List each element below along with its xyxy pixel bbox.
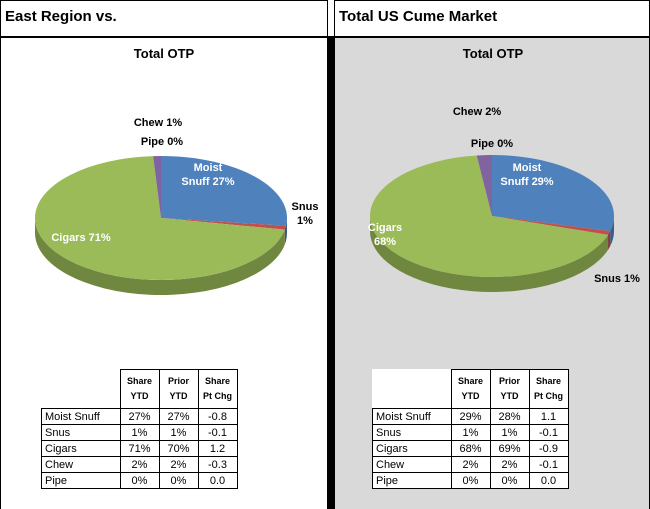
- panel-header: East Region vs.: [1, 1, 327, 38]
- col-header-share-ytd: Share YTD: [450, 369, 491, 409]
- pie-slice-chew: [153, 156, 161, 218]
- total-us-panel: Total US Cume Market Total OTP Moist Snuff…: [334, 0, 650, 509]
- panel-title: Total US Cume Market: [339, 8, 498, 25]
- col-header-prior-ytd: Prior YTD: [489, 369, 530, 409]
- pie-slice-snus: [492, 216, 611, 235]
- pie-slice-moist-snuff: [492, 155, 614, 232]
- pie-slice-cigars: [35, 156, 285, 280]
- col-header-share-pt-chg: Share Pt Chg: [197, 369, 238, 409]
- pie-side-cigars: [370, 216, 609, 292]
- pie-label-cigars: Cigars 71%: [51, 232, 111, 244]
- share-table-us: Share YTD Prior YTD Share Pt Chg Moist Snuf…: [372, 369, 569, 489]
- pie-side-moist-snuff: [610, 216, 614, 247]
- table-row: Snus 1% 1% -0.1: [41, 424, 238, 441]
- table-row: Chew 2% 2% -0.3: [41, 456, 238, 473]
- pie-label-cigars: Cigars 68%: [368, 222, 402, 248]
- pie-slice-cigars: [370, 155, 609, 277]
- blank-header-cell: [42, 370, 121, 409]
- panel-header: Total US Cume Market: [335, 1, 649, 38]
- pie-slice-snus: [161, 218, 287, 230]
- table-header-row: Share YTD Prior YTD Share Pt Chg: [42, 369, 238, 409]
- table-row: Moist Snuff 29% 28% 1.1: [372, 408, 569, 425]
- table-header-row: Share YTD Prior YTD Share Pt Chg: [373, 369, 569, 409]
- pie-slices: [35, 156, 287, 280]
- table-row: Pipe 0% 0% 0.0: [41, 472, 238, 489]
- pie-label-pipe: Pipe 0%: [141, 136, 183, 148]
- share-table-east: Share YTD Prior YTD Share Pt Chg Moist Snuf…: [41, 369, 238, 489]
- chart-title: Total OTP: [134, 46, 195, 61]
- pie-side-snus: [284, 225, 287, 245]
- pie-labels: Moist Snuff 29% Snus 1% Cigars 68% Chew 2% Pip…: [368, 106, 640, 285]
- pie-slice-chew: [476, 155, 492, 216]
- pie-slice-moist-snuff: [161, 156, 287, 226]
- pie-label-moist-snuff: Moist Snuff 27%: [181, 162, 234, 188]
- blank-header-cell: [373, 370, 452, 409]
- pie-chart-us: Total OTP Moist Snuff 29% Snus 1% Cigars 68% C…: [368, 46, 640, 292]
- panel-divider: [328, 36, 334, 509]
- table-row: Chew 2% 2% -0.1: [372, 456, 569, 473]
- pie-chart-east: Total OTP Moist Snuff 27% Snus 1% Cigars 71% C…: [35, 46, 318, 296]
- col-header-share-pt-chg: Share Pt Chg: [528, 369, 569, 409]
- table-row: Cigars 71% 70% 1.2: [41, 440, 238, 457]
- east-region-panel: East Region vs. Total OTP Moist Snuff 27% S…: [0, 0, 328, 509]
- pie-side-cigars: [35, 218, 285, 296]
- pie-slices: [370, 155, 614, 277]
- panel-title: East Region vs.: [5, 8, 117, 25]
- pie-side-moist-snuff: [286, 218, 287, 241]
- pie-label-pipe: Pipe 0%: [471, 138, 513, 150]
- pie-label-moist-snuff: Moist Snuff 29%: [500, 162, 553, 188]
- pie-label-chew: Chew 2%: [453, 106, 502, 118]
- pie-side-snus: [608, 231, 611, 250]
- table-row: Pipe 0% 0% 0.0: [372, 472, 569, 489]
- pie-label-chew: Chew 1%: [134, 117, 183, 129]
- table-row: Cigars 68% 69% -0.9: [372, 440, 569, 457]
- pie-label-snus: Snus 1%: [594, 273, 640, 285]
- pie-sides: [35, 218, 287, 296]
- pie-sides: [370, 216, 614, 292]
- pie-labels: Moist Snuff 27% Snus 1% Cigars 71% Chew 1% Pip…: [51, 117, 318, 244]
- col-header-prior-ytd: Prior YTD: [158, 369, 199, 409]
- chart-title: Total OTP: [463, 46, 524, 61]
- table-row: Moist Snuff 27% 27% -0.8: [41, 408, 238, 425]
- table-row: Snus 1% 1% -0.1: [372, 424, 569, 441]
- col-header-share-ytd: Share YTD: [119, 369, 160, 409]
- pie-label-snus: Snus 1%: [292, 201, 319, 227]
